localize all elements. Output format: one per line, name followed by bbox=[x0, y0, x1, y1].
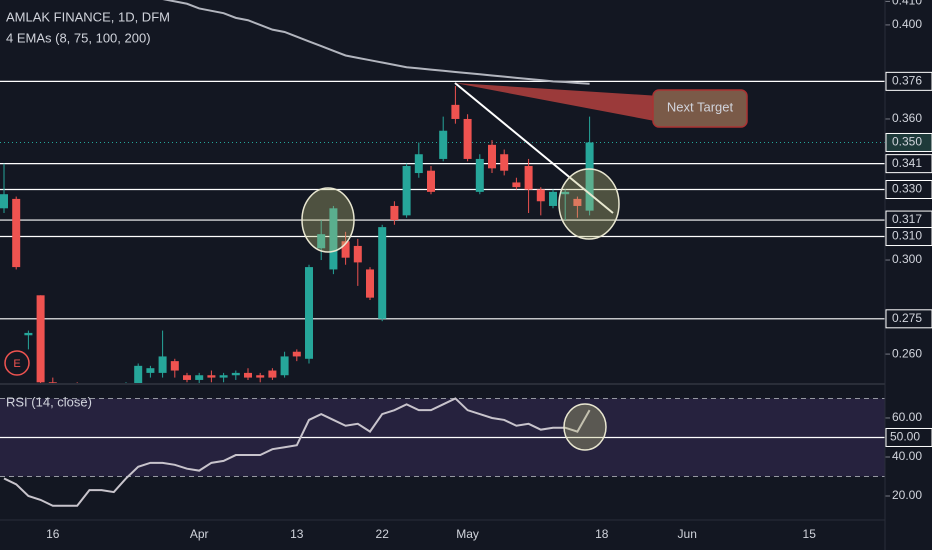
callout-text: Next Target bbox=[667, 99, 734, 114]
candle-body bbox=[524, 165, 533, 190]
rsi-level-box bbox=[885, 427, 932, 447]
candle-body bbox=[573, 198, 582, 206]
candle-body bbox=[366, 269, 374, 298]
level-label-box bbox=[885, 154, 932, 174]
earnings-icon-label: E bbox=[13, 358, 20, 370]
ema-line bbox=[162, 0, 590, 85]
chart-title: AMLAK FINANCE, 1D, DFM bbox=[6, 9, 170, 24]
rsi-pane bbox=[0, 397, 885, 507]
highlight-ellipse bbox=[558, 168, 620, 240]
x-tick-label: 16 bbox=[46, 527, 60, 541]
x-tick-label: 15 bbox=[803, 527, 817, 541]
indicator-label: 4 EMAs (8, 75, 100, 200) bbox=[6, 30, 151, 45]
highlight-ellipse bbox=[563, 403, 607, 451]
rsi-line bbox=[3, 397, 591, 507]
level-label: 0.275 bbox=[892, 311, 922, 325]
candle-body bbox=[378, 227, 387, 319]
candle-body bbox=[317, 234, 326, 249]
candle-body bbox=[219, 375, 228, 378]
rsi-tick-label: 60.00 bbox=[892, 410, 922, 424]
candle-body bbox=[207, 375, 216, 378]
candle-body bbox=[231, 372, 240, 376]
last-price-label: 0.350 bbox=[892, 135, 922, 149]
candle-body bbox=[195, 375, 204, 380]
candle-body bbox=[427, 170, 435, 192]
candle-body bbox=[48, 382, 57, 383]
x-tick-label: 22 bbox=[376, 527, 390, 541]
candle-body bbox=[24, 332, 33, 336]
candle-body bbox=[146, 368, 155, 373]
highlight-ellipse bbox=[301, 187, 355, 253]
candle-body bbox=[390, 205, 399, 221]
x-tick-label: 13 bbox=[290, 527, 304, 541]
candle-body bbox=[463, 118, 472, 159]
candle-body bbox=[158, 356, 167, 373]
callout-pointer bbox=[455, 83, 660, 122]
y-tick-label: 0.410 bbox=[892, 0, 922, 8]
x-tick-label: May bbox=[456, 527, 479, 541]
y-tick-label: 0.300 bbox=[892, 252, 922, 266]
rsi-tick-label: 40.00 bbox=[892, 449, 922, 463]
candle-body bbox=[475, 158, 484, 192]
candle-body bbox=[549, 191, 557, 206]
level-label-box bbox=[885, 227, 932, 247]
candle-body bbox=[536, 189, 545, 202]
candle-body bbox=[256, 375, 265, 378]
level-label: 0.317 bbox=[892, 212, 922, 226]
candle-body bbox=[341, 241, 350, 258]
candle-body bbox=[439, 130, 448, 159]
candle-body bbox=[353, 245, 362, 263]
candle-body bbox=[280, 356, 289, 376]
candle-body bbox=[305, 267, 313, 359]
candle-body bbox=[585, 142, 594, 211]
candle-body bbox=[451, 104, 460, 119]
level-label: 0.376 bbox=[892, 74, 922, 88]
y-tick-label: 0.260 bbox=[892, 346, 922, 360]
last-price-box bbox=[885, 132, 932, 152]
candle-body bbox=[268, 370, 277, 378]
candle-body bbox=[500, 154, 509, 171]
level-label-box bbox=[885, 309, 932, 329]
candle-body bbox=[402, 165, 411, 216]
price-pane bbox=[0, 0, 885, 383]
y-tick-label: 0.360 bbox=[892, 111, 922, 125]
x-tick-label: Apr bbox=[190, 527, 209, 541]
rsi-label: RSI (14, close) bbox=[6, 394, 92, 409]
candle-body bbox=[414, 154, 423, 174]
rsi-level-label: 50.00 bbox=[890, 430, 920, 444]
candle-body bbox=[244, 372, 252, 378]
level-label: 0.310 bbox=[892, 229, 922, 243]
candle-body bbox=[292, 351, 301, 357]
level-label-box bbox=[885, 180, 932, 200]
callout-box bbox=[652, 89, 748, 128]
candle-body bbox=[329, 208, 338, 270]
candle-body bbox=[170, 361, 179, 371]
candle-body bbox=[12, 198, 21, 268]
candle-body bbox=[183, 375, 191, 380]
rsi-tick-label: 20.00 bbox=[892, 488, 922, 502]
earnings-icon[interactable] bbox=[4, 350, 30, 376]
candle-body bbox=[488, 144, 496, 169]
axes: 0.410 0.400 0.360 0.300 0.260 0.376 0.341 0.330… bbox=[46, 0, 932, 541]
level-label: 0.341 bbox=[892, 156, 922, 170]
y-tick-label: 0.400 bbox=[892, 17, 922, 31]
trend-line bbox=[454, 82, 614, 214]
x-tick-label: 18 bbox=[595, 527, 609, 541]
candle-body bbox=[36, 295, 45, 383]
level-label-box bbox=[885, 71, 932, 91]
candle-body bbox=[561, 191, 570, 195]
x-tick-label: Jun bbox=[678, 527, 697, 541]
level-label: 0.330 bbox=[892, 182, 922, 196]
candle-body bbox=[134, 365, 143, 383]
candle-body bbox=[512, 182, 521, 188]
candle-body bbox=[0, 194, 8, 209]
